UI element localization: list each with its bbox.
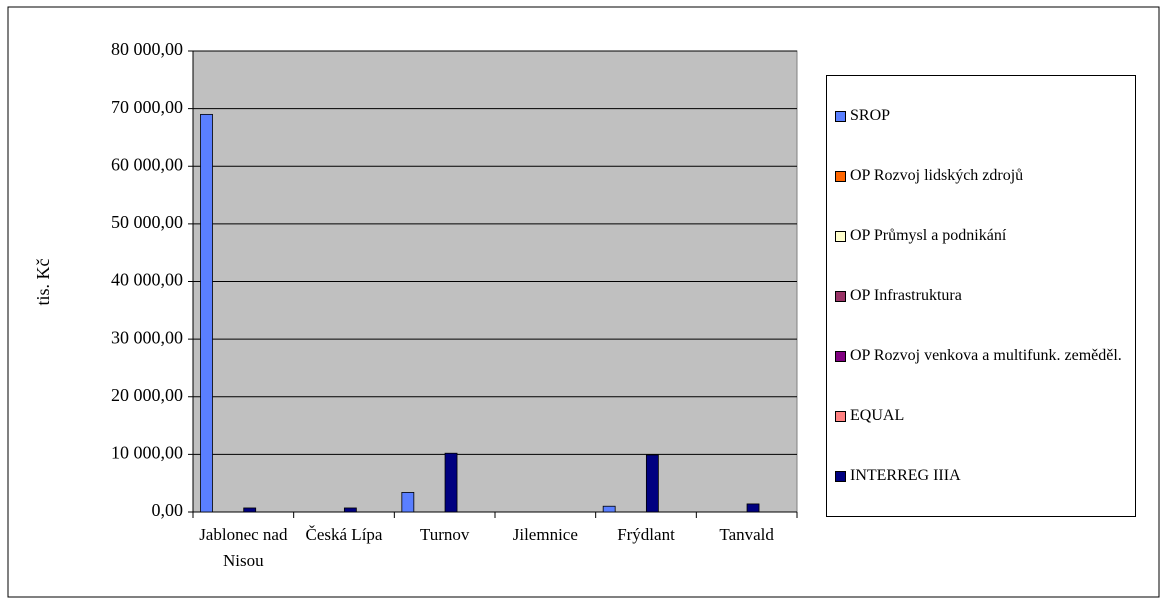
bar xyxy=(444,452,458,513)
y-tick-label: 10 000,00 xyxy=(111,443,183,463)
legend-swatch xyxy=(835,351,846,362)
x-tick-label: Jilemnice xyxy=(512,525,578,544)
bar xyxy=(746,503,760,513)
x-tick-label: Turnov xyxy=(419,525,470,544)
legend-swatch xyxy=(835,111,846,122)
bar xyxy=(645,454,659,513)
y-tick-label: 20 000,00 xyxy=(111,385,183,405)
legend-label: OP Rozvoj lidských zdrojů xyxy=(850,167,1024,184)
legend-label: EQUAL xyxy=(850,407,905,424)
y-tick-label: 50 000,00 xyxy=(111,212,183,232)
legend-swatch xyxy=(835,171,846,182)
x-tick-label: Frýdlant xyxy=(617,525,675,544)
legend-swatch xyxy=(835,411,846,422)
y-tick-label: 30 000,00 xyxy=(111,327,183,347)
legend-swatch xyxy=(835,231,846,242)
legend-entry: INTERREG IIIA xyxy=(835,463,1129,489)
legend-entry: OP Průmysl a podnikání xyxy=(835,223,1129,249)
legend: SROP OP Rozvoj lidských zdrojů OP Průmysl … xyxy=(826,75,1136,517)
legend-entry: EQUAL xyxy=(835,403,1129,429)
legend-label: SROP xyxy=(850,107,891,124)
chart-border xyxy=(7,6,1160,598)
legend-entry: SROP xyxy=(835,103,1129,129)
legend-entry: OP Rozvoj lidských zdrojů xyxy=(835,163,1129,189)
x-tick-label: Jablonec nad Nisou xyxy=(199,525,288,570)
legend-entry: OP Rozvoj venkova a multifunk. zeměděl. xyxy=(835,343,1129,369)
legend-swatch xyxy=(835,471,846,482)
y-tick-label: 40 000,00 xyxy=(111,270,183,290)
bar xyxy=(401,492,415,513)
legend-label: INTERREG IIIA xyxy=(850,467,961,484)
legend-label: OP Průmysl a podnikání xyxy=(850,227,1007,244)
bar xyxy=(602,505,616,513)
y-tick-label: 80 000,00 xyxy=(111,39,183,59)
bar xyxy=(343,507,357,513)
legend-swatch xyxy=(835,291,846,302)
y-tick-label: 0,00 xyxy=(152,500,184,520)
bar xyxy=(243,507,257,513)
x-tick-label: Tanvald xyxy=(719,525,774,544)
x-tick-label: Česká Lípa xyxy=(305,525,383,544)
legend-label: OP Infrastruktura xyxy=(850,287,962,304)
y-tick-label: 60 000,00 xyxy=(111,154,183,174)
legend-entry: OP Infrastruktura xyxy=(835,283,1129,309)
bar xyxy=(200,113,213,513)
y-axis-label: tis. Kč xyxy=(33,258,53,305)
y-tick-label: 70 000,00 xyxy=(111,97,183,117)
legend-label: OP Rozvoj venkova a multifunk. zeměděl. xyxy=(850,347,1122,364)
